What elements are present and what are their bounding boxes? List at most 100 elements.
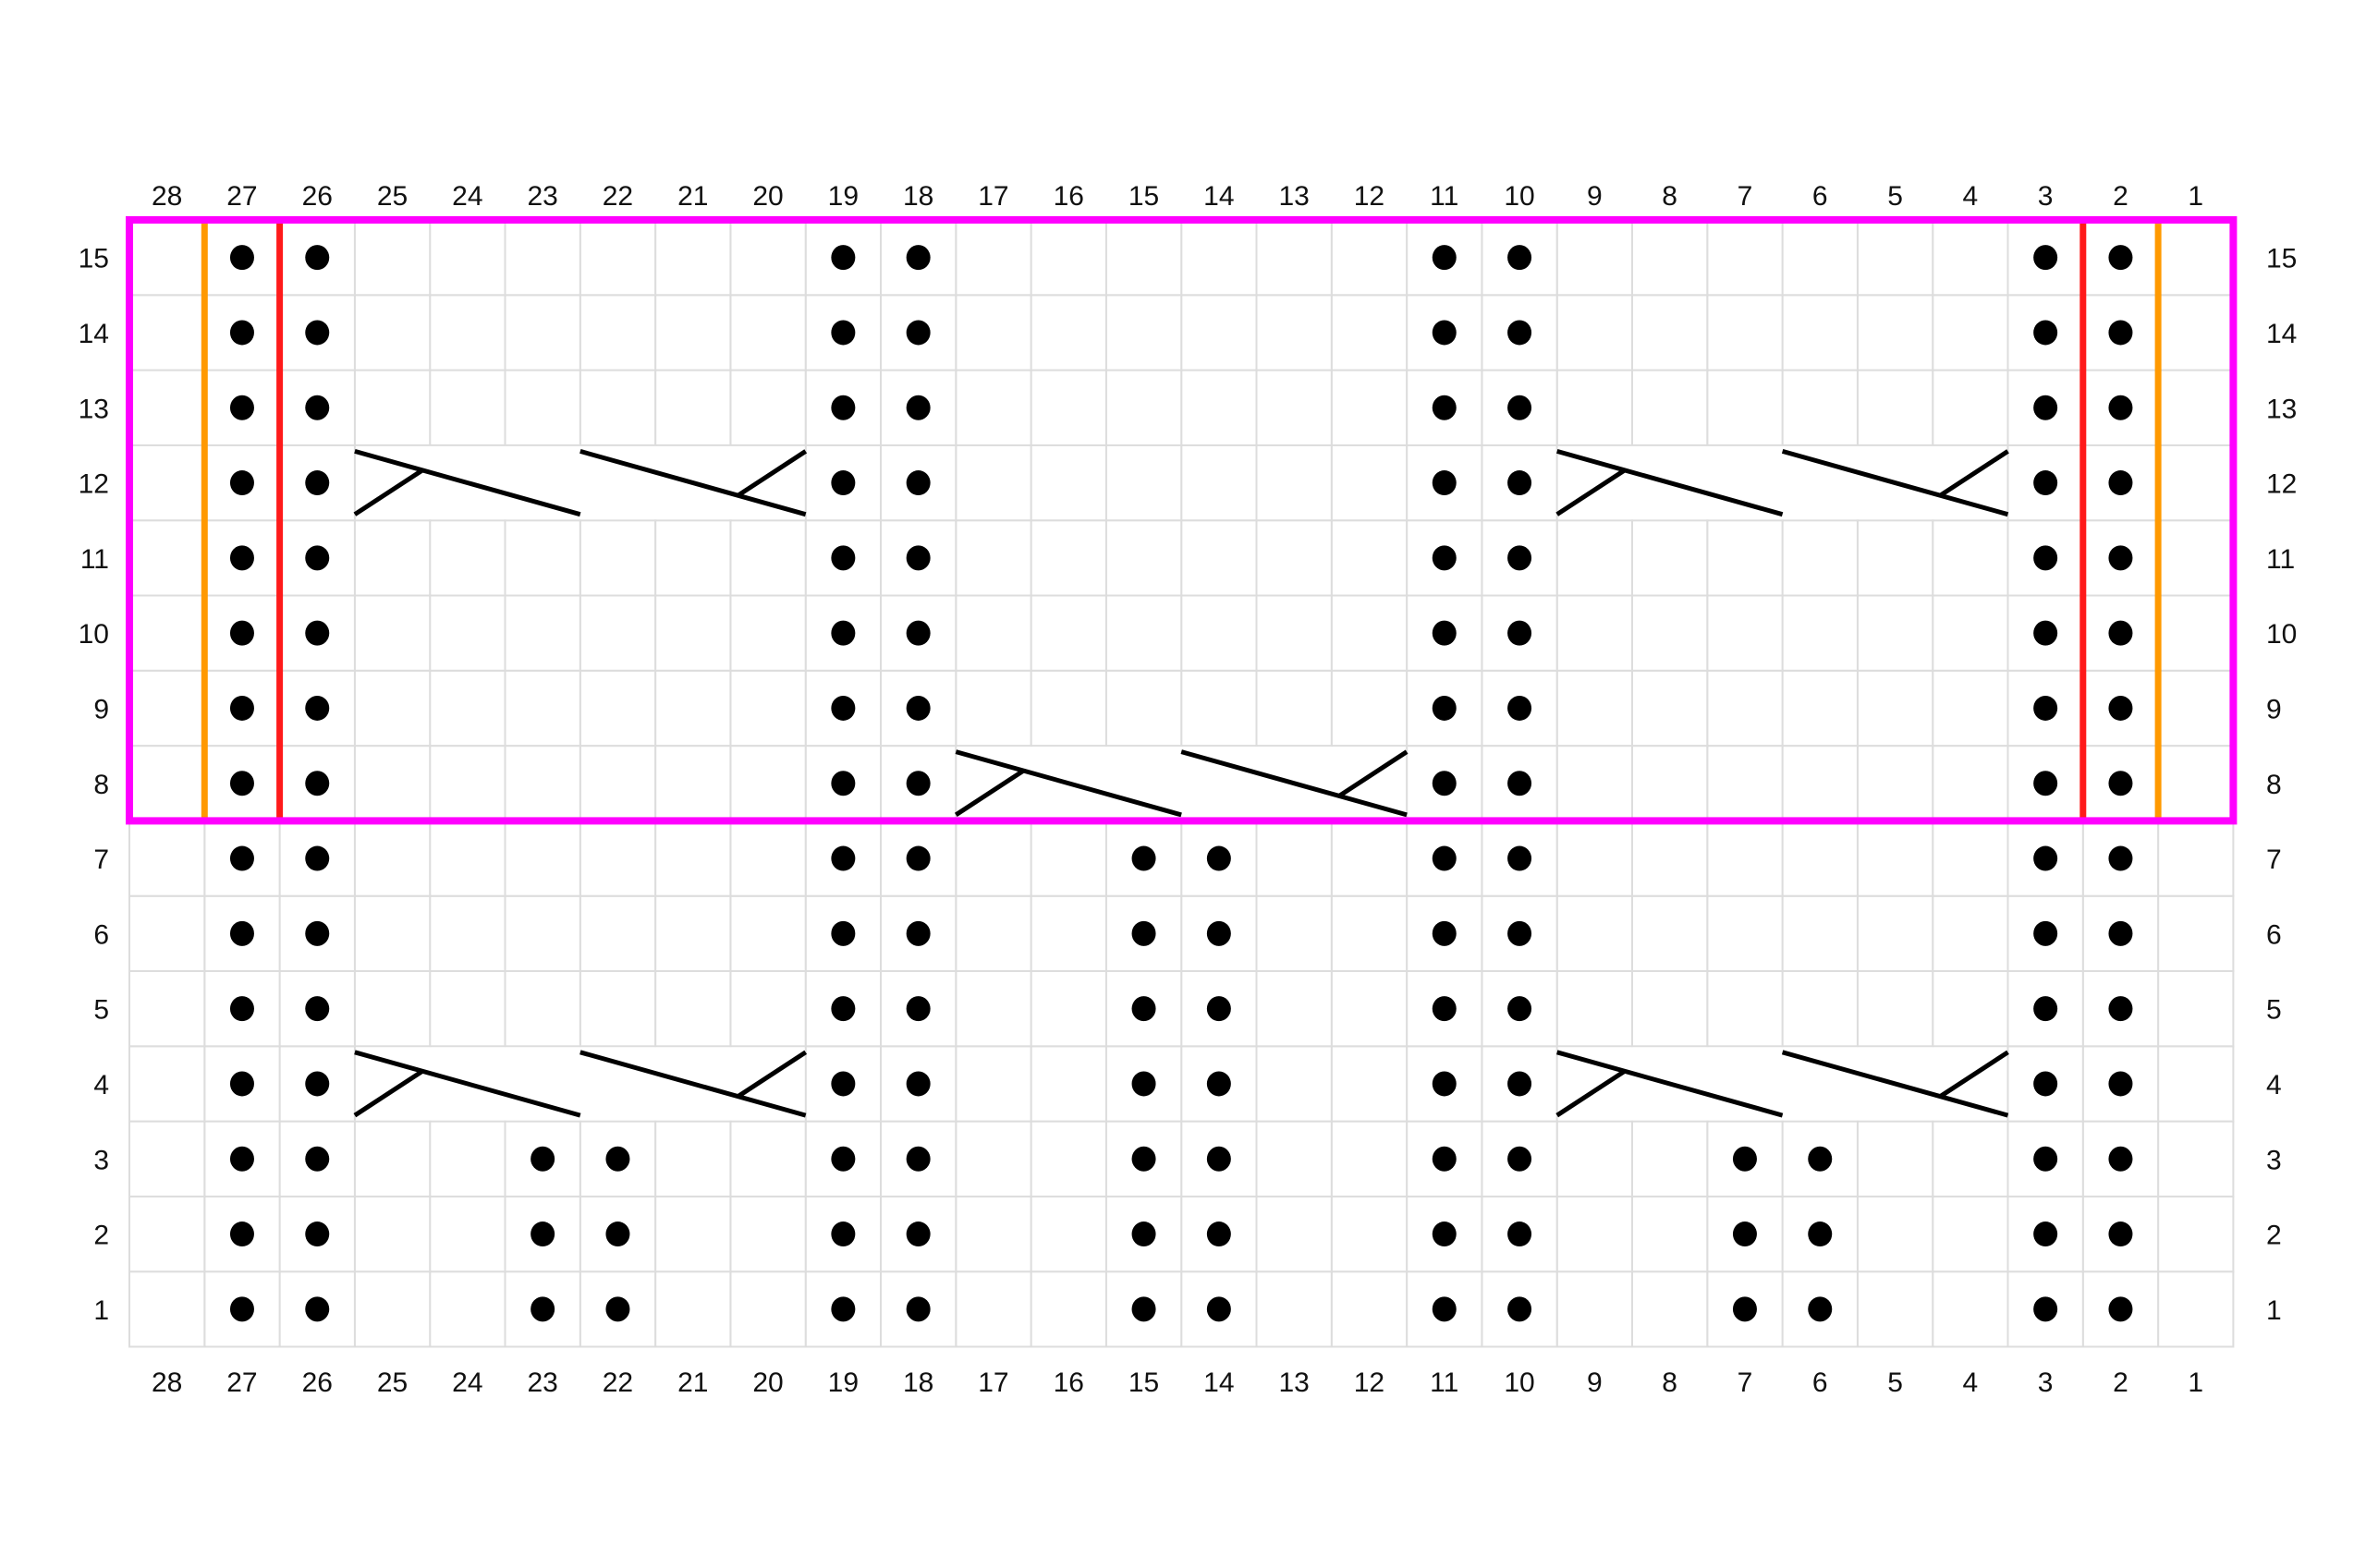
grid-cell [2157,444,2235,522]
purl-dot [2033,996,2058,1022]
grid-cell [1856,1195,1934,1273]
grid-cell [353,1120,432,1197]
grid-cell [1631,669,1709,748]
purl-dot [305,395,330,420]
cable-right-branch [1938,449,2009,498]
grid-cell [353,594,432,672]
grid-cell [1030,1120,1107,1197]
row-label-right: 2 [2266,1221,2282,1251]
grid-cell [1631,745,1709,822]
purl-dot [2033,320,2058,346]
purl-dot [831,1296,856,1322]
purl-dot [2108,1296,2133,1322]
purl-dot [1507,920,1532,946]
grid-cell [1180,444,1258,522]
purl-dot [1507,1071,1532,1097]
purl-dot [831,1146,856,1172]
grid-cell [2006,444,2084,522]
grid-cell [1631,519,1709,597]
grid-cell [353,369,432,446]
grid-cell [429,820,506,897]
grid-cell [654,294,732,371]
grid-cell [804,894,883,973]
column-label-bottom: 26 [302,1367,333,1398]
purl-dot [1432,1146,1457,1172]
purl-dot [1131,1296,1156,1322]
purl-dot [1432,395,1457,420]
cable-left-strand [354,448,581,517]
grid-cell [353,669,432,748]
grid-cell [1030,820,1107,897]
row-label-right: 14 [2266,319,2297,349]
column-label-bottom: 4 [1963,1367,1979,1398]
grid-cell [353,894,432,973]
grid-cell [729,970,807,1048]
grid-cell [955,594,1032,672]
cable-cell [1557,445,2007,520]
column-label-bottom: 15 [1128,1367,1159,1398]
grid-cell [729,820,807,897]
column-label-top: 23 [527,181,557,212]
grid-cell [1255,294,1333,371]
grid-cell [1555,1195,1633,1273]
grid-cell [1631,1120,1709,1197]
grid-cell [1330,1120,1409,1197]
grid-cell [654,369,732,446]
grid-cell [429,1195,506,1273]
grid-cell [654,1270,732,1348]
grid-cell [880,970,957,1048]
purl-dot [531,1222,555,1247]
grid-cell [1030,369,1107,446]
purl-dot [2108,1071,2133,1097]
grid-cell [729,669,807,748]
grid-cell [1631,1270,1709,1348]
grid-cell [1030,1270,1107,1348]
grid-cell [729,894,807,973]
purl-dot [2108,245,2133,271]
purl-dot [1432,920,1457,946]
grid-cell [1932,894,2009,973]
column-label-top: 4 [1963,181,1979,212]
grid-cell [128,444,206,522]
grid-cell [955,970,1032,1048]
row-label-right: 3 [2266,1145,2282,1175]
repeat-box [126,216,2238,825]
column-label-bottom: 13 [1278,1367,1309,1398]
grid-cell [353,745,432,822]
column-label-bottom: 23 [527,1367,557,1398]
grid-cell [353,820,432,897]
purl-dot [906,545,931,571]
grid-cell [1330,1195,1409,1273]
purl-dot [2033,245,2058,271]
grid-cell [1255,1120,1333,1197]
grid-cell [353,294,432,371]
grid-cell [1555,1270,1633,1348]
row-label-left: 12 [79,469,109,500]
grid-cell [1631,594,1709,672]
row-label-left: 2 [93,1221,109,1251]
grid-cell [1781,519,1859,597]
purl-dot [1732,1222,1757,1247]
grid-cell [429,369,506,446]
grid-cell [1104,820,1183,897]
row-label-left: 14 [79,319,109,349]
grid-cell [128,594,206,672]
grid-cell [1856,745,1934,822]
cable-cell [355,445,805,520]
purl-dot [1432,320,1457,346]
grid-cell [2157,669,2235,748]
purl-dot [1732,1146,1757,1172]
grid-cell [1706,894,1784,973]
cable-right-branch [1938,1050,2009,1099]
column-label-bottom: 9 [1587,1367,1603,1398]
purl-dot [1432,695,1457,721]
grid-cell [1255,1270,1333,1348]
purl-dot [2033,845,2058,871]
column-label-bottom: 6 [1812,1367,1828,1398]
column-label-bottom: 3 [2038,1367,2054,1398]
grid-cell [1030,219,1107,297]
grid-cell [1180,519,1258,597]
purl-dot [906,1146,931,1172]
purl-dot [2108,920,2133,946]
grid-cell [1330,1045,1409,1123]
